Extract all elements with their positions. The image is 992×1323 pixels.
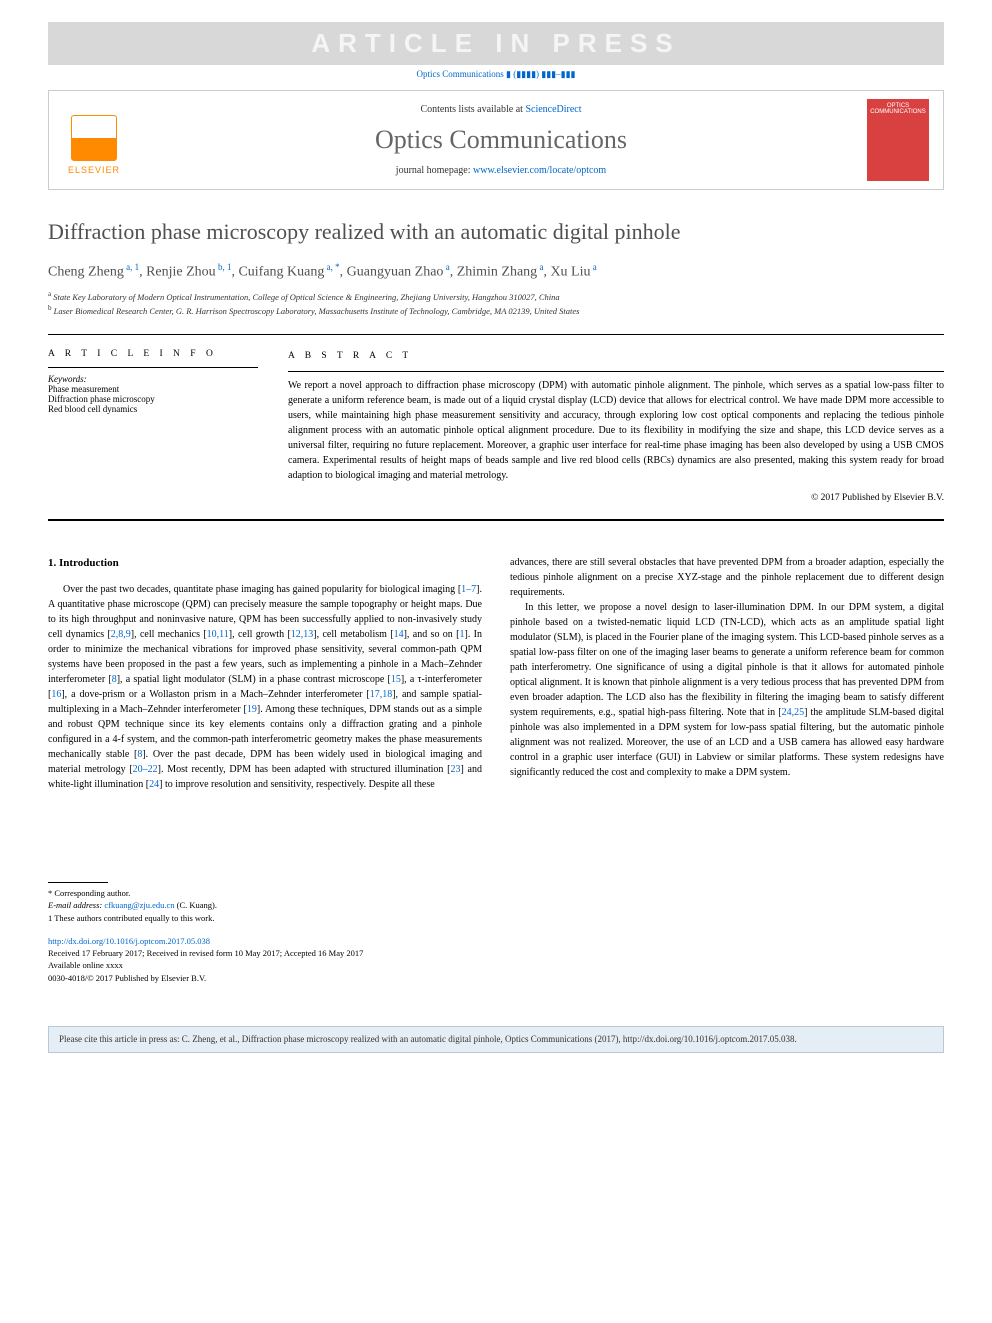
equal-contribution-note: 1 These authors contributed equally to t… [48,912,944,925]
email-author-name: (C. Kuang). [175,900,218,910]
cite-this-article-box: Please cite this article in press as: C.… [48,1026,944,1053]
article-body: 1. Introduction Over the past two decade… [48,555,944,792]
intro-para-3: In this letter, we propose a novel desig… [510,600,944,780]
doi-link[interactable]: http://dx.doi.org/10.1016/j.optcom.2017.… [48,936,210,946]
journal-cover-thumb: OPTICS COMMUNICATIONS [867,99,929,181]
citation-link[interactable]: 24,25 [782,707,805,718]
citation-link[interactable]: 2,8,9 [111,629,131,640]
email-label: E-mail address: [48,900,104,910]
citation-link[interactable]: 23 [450,764,460,775]
citation-link[interactable]: 16 [51,689,61,700]
abstract-block: A B S T R A C T We report a novel approa… [288,349,944,506]
section-heading-intro: 1. Introduction [48,555,482,572]
affiliation: a State Key Laboratory of Modern Optical… [48,290,944,304]
citation-link[interactable]: 10,11 [207,629,229,640]
elsevier-word: ELSEVIER [68,165,120,175]
abstract-text: We report a novel approach to diffractio… [288,380,944,481]
journal-homepage-line: journal homepage: www.elsevier.com/locat… [135,165,867,176]
sciencedirect-link[interactable]: ScienceDirect [525,104,581,115]
sciencedirect-link-line: Contents lists available at ScienceDirec… [135,104,867,115]
citation-link[interactable]: 12,13 [291,629,314,640]
citation-link[interactable]: 8 [112,674,117,685]
citation-link[interactable]: 15 [391,674,401,685]
issn-copyright: 0030-4018/© 2017 Published by Elsevier B… [48,972,944,984]
corresponding-email-link[interactable]: cfkuang@zju.edu.cn [104,900,174,910]
citation-link[interactable]: 1–7 [461,584,476,595]
elsevier-tree-icon [71,115,117,161]
in-press-banner: ARTICLE IN PRESS [48,22,944,65]
top-citation-ref: Optics Communications ▮ (▮▮▮▮) ▮▮▮–▮▮▮ [48,69,944,80]
article-info-heading: A R T I C L E I N F O [48,349,258,359]
citation-link[interactable]: 1 [459,629,464,640]
article-title: Diffraction phase microscopy realized wi… [48,218,944,246]
keyword: Diffraction phase microscopy [48,394,258,404]
journal-header: ELSEVIER Contents lists available at Sci… [48,90,944,190]
article-info-block: A R T I C L E I N F O Keywords: Phase me… [48,349,258,506]
corresponding-author-note: * Corresponding author. [48,887,944,900]
received-dates: Received 17 February 2017; Received in r… [48,947,944,959]
homepage-prefix: journal homepage: [396,165,473,176]
journal-title: Optics Communications [135,125,867,155]
available-online: Available online xxxx [48,959,944,971]
citation-link[interactable]: 8 [137,749,142,760]
citation-link[interactable]: 20–22 [133,764,158,775]
citation-link[interactable]: 14 [394,629,404,640]
author-list: Cheng Zheng a, 1, Renjie Zhou b, 1, Cuif… [48,262,944,281]
affiliation: b Laser Biomedical Research Center, G. R… [48,304,944,318]
keyword: Red blood cell dynamics [48,404,258,414]
citation-link[interactable]: 24 [149,779,159,790]
citation-link[interactable]: 19 [247,704,257,715]
abstract-heading: A B S T R A C T [288,349,944,363]
contents-prefix: Contents lists available at [420,104,525,115]
intro-para-1: Over the past two decades, quantitate ph… [48,582,482,792]
citation-link[interactable]: 17,18 [370,689,393,700]
elsevier-logo: ELSEVIER [63,105,125,175]
footnotes: * Corresponding author. E-mail address: … [48,882,944,925]
journal-homepage-link[interactable]: www.elsevier.com/locate/optcom [473,165,606,176]
publication-info: http://dx.doi.org/10.1016/j.optcom.2017.… [48,935,944,984]
keyword: Phase measurement [48,384,258,394]
intro-para-2: advances, there are still several obstac… [510,555,944,600]
abstract-copyright: © 2017 Published by Elsevier B.V. [288,491,944,505]
keywords-label: Keywords: [48,374,258,384]
